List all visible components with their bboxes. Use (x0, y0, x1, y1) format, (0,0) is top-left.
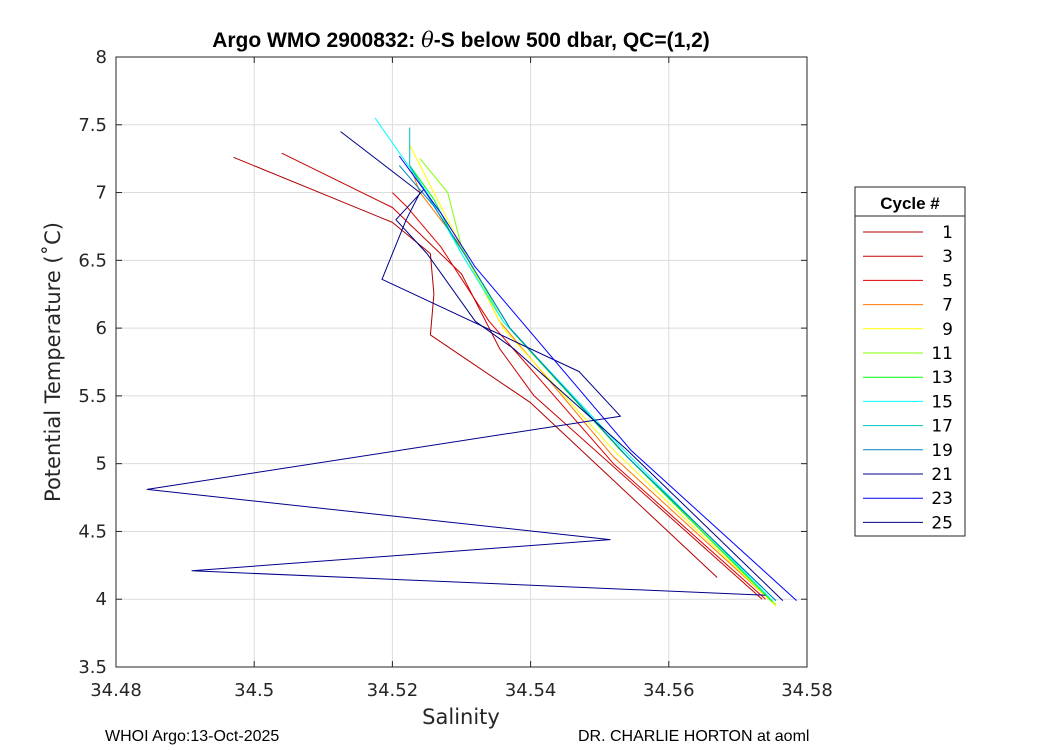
y-tick-label: 5.5 (78, 386, 107, 407)
series-line-cycle-25 (395, 189, 784, 601)
x-axis-label: Salinity (422, 705, 500, 729)
legend-label-cycle-9: 9 (942, 320, 953, 340)
y-tick-label: 8 (96, 47, 107, 68)
legend-label-cycle-21: 21 (931, 465, 953, 485)
y-tick-label: 4 (96, 589, 107, 610)
x-tick-label: 34.56 (643, 680, 695, 701)
legend-label-cycle-17: 17 (931, 417, 953, 437)
legend-label-cycle-5: 5 (942, 271, 953, 291)
legend-label-cycle-25: 25 (931, 513, 953, 533)
legend-box (854, 186, 966, 537)
series-line-cycle-9 (409, 144, 777, 607)
series-line-cycle-5 (392, 192, 766, 600)
chart-title-theta-symbol: θ (421, 28, 434, 52)
grid-lines (115, 56, 808, 668)
legend-label-cycle-11: 11 (931, 344, 953, 364)
plot-area-frame (115, 56, 808, 668)
legend-label-cycle-19: 19 (931, 441, 953, 461)
y-tick-label: 4.5 (78, 521, 107, 542)
series-line-cycle-17 (409, 127, 777, 601)
series-line-cycle-11 (419, 158, 777, 605)
series-line-cycle-23 (398, 155, 797, 601)
chart-title-prefix: Argo WMO 2900832: (212, 29, 421, 52)
legend-label-cycle-23: 23 (931, 489, 953, 509)
chart-title: Argo WMO 2900832: θ-S below 500 dbar, QC… (212, 28, 710, 52)
legend-label-cycle-3: 3 (942, 247, 953, 267)
x-tick-label: 34.52 (367, 680, 419, 701)
y-tick-label: 5 (96, 454, 107, 475)
series-line-cycle-13 (409, 165, 773, 603)
footer-left-text: WHOI Argo:13-Oct-2025 (105, 728, 279, 745)
y-tick-label: 3.5 (78, 657, 107, 678)
series-line-cycle-19 (398, 165, 777, 601)
series-line-cycle-21 (146, 131, 766, 596)
y-tick-label: 6.5 (78, 250, 107, 271)
y-axis-ticks: 3.5 4 4.5 5 5.5 6 6.5 7 7.5 8 (78, 47, 807, 678)
legend-title: Cycle # (880, 194, 940, 213)
x-tick-label: 34.48 (90, 680, 142, 701)
legend-label-cycle-1: 1 (942, 223, 953, 243)
chart-title-suffix: -S below 500 dbar, QC=(1,2) (434, 29, 710, 52)
series-line-cycle-15 (374, 117, 773, 601)
x-tick-label: 34.58 (781, 680, 833, 701)
series-line-cycle-1 (233, 156, 718, 578)
x-tick-label: 34.5 (234, 680, 274, 701)
legend-label-cycle-15: 15 (931, 392, 953, 412)
legend-label-cycle-13: 13 (931, 368, 953, 388)
y-axis-label: Potential Temperature (˚C) (41, 222, 65, 502)
x-tick-label: 34.54 (505, 680, 557, 701)
legend-label-cycle-7: 7 (942, 296, 953, 316)
footer-right-text: DR. CHARLIE HORTON at aoml (578, 728, 809, 745)
series-group (146, 117, 797, 607)
x-axis-ticks: 34.48 34.5 34.52 34.54 34.56 34.58 (90, 57, 833, 701)
y-tick-label: 7 (96, 183, 107, 204)
series-line-cycle-3 (281, 152, 763, 600)
y-tick-label: 7.5 (78, 115, 107, 136)
y-tick-label: 6 (96, 318, 107, 339)
